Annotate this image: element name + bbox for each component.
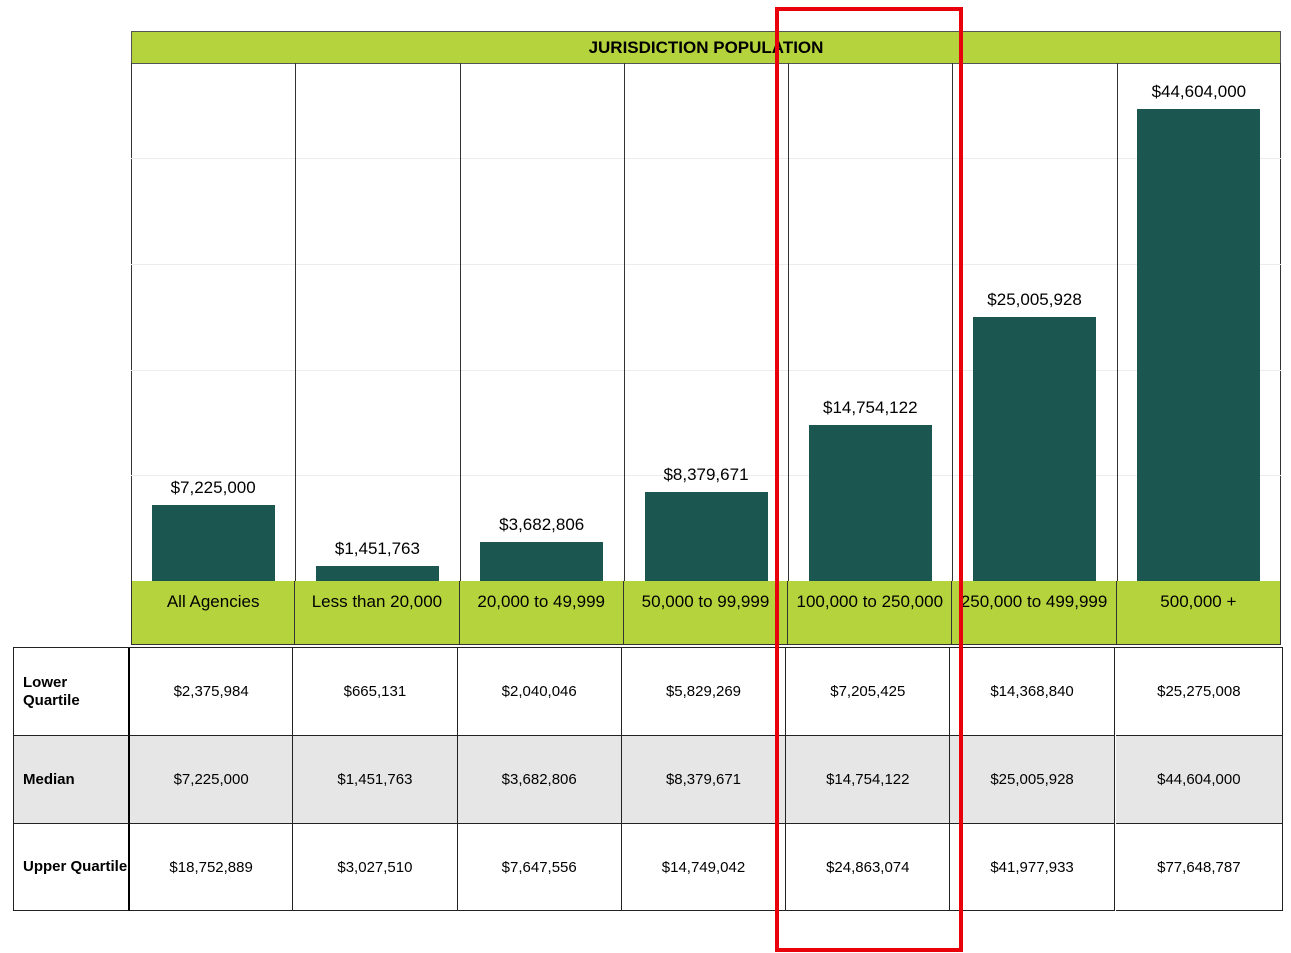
table-cell: $3,027,510 (293, 824, 458, 911)
column-divider (952, 63, 954, 581)
row-label: Upper Quartile (13, 824, 130, 911)
chart-title: JURISDICTION POPULATION (131, 31, 1281, 64)
table-top-border (13, 647, 1283, 648)
value-label: $7,225,000 (170, 477, 256, 497)
value-label: $44,604,000 (1151, 82, 1247, 102)
grid-line (131, 369, 1281, 371)
table-cell: $24,863,074 (786, 824, 951, 911)
value-label: $14,754,122 (823, 398, 918, 418)
table-cell: $8,379,671 (621, 736, 787, 824)
bar (1137, 109, 1261, 581)
table-cell: $3,682,806 (457, 736, 622, 824)
row-label: Lower Quartile (13, 648, 130, 736)
value-label: $3,682,806 (499, 515, 585, 535)
table-cell: $41,977,933 (950, 824, 1115, 911)
category-label: 50,000 to 99,999 (623, 581, 789, 645)
bar (480, 542, 604, 581)
bar (808, 425, 932, 581)
table-cell: $2,040,046 (457, 648, 622, 736)
value-label: $1,451,763 (334, 538, 420, 558)
category-label: 100,000 to 250,000 (788, 581, 953, 645)
column-divider (788, 63, 790, 581)
category-label: Less than 20,000 (295, 581, 460, 645)
table-cell: $665,131 (293, 648, 458, 736)
grid-line (131, 475, 1281, 477)
highlight-box (775, 7, 963, 952)
value-label: $8,379,671 (663, 465, 749, 485)
plot-frame (131, 63, 1281, 581)
column-divider (1116, 63, 1118, 581)
column-divider (295, 63, 297, 581)
table-cell: $1,451,763 (293, 736, 458, 824)
value-label: $25,005,928 (987, 289, 1082, 309)
category-label: 250,000 to 499,999 (952, 581, 1117, 645)
table-cell: $77,648,787 (1115, 824, 1283, 911)
table-cell: $44,604,000 (1115, 736, 1283, 824)
table-cell: $7,205,425 (786, 648, 951, 736)
table-cell: $25,275,008 (1115, 648, 1283, 736)
row-label: Median (13, 736, 130, 824)
bar (315, 565, 439, 581)
table-cell: $7,647,556 (457, 824, 622, 911)
bar (644, 492, 768, 581)
column-divider (459, 63, 461, 581)
table-cell: $7,225,000 (130, 736, 294, 824)
table-cell: $14,754,122 (786, 736, 951, 824)
bar (151, 504, 275, 581)
table-cell: $5,829,269 (621, 648, 787, 736)
grid-line (131, 263, 1281, 265)
bar (973, 316, 1097, 581)
category-label: 500,000 + (1116, 581, 1281, 645)
table-cell: $25,005,928 (950, 736, 1115, 824)
table-cell: $14,368,840 (950, 648, 1115, 736)
grid-line (131, 158, 1281, 160)
table-cell: $18,752,889 (130, 824, 294, 911)
column-divider (623, 63, 625, 581)
table-cell: $14,749,042 (621, 824, 787, 911)
category-label: 20,000 to 49,999 (459, 581, 624, 645)
table-cell: $2,375,984 (130, 648, 294, 736)
category-label: All Agencies (131, 581, 296, 645)
